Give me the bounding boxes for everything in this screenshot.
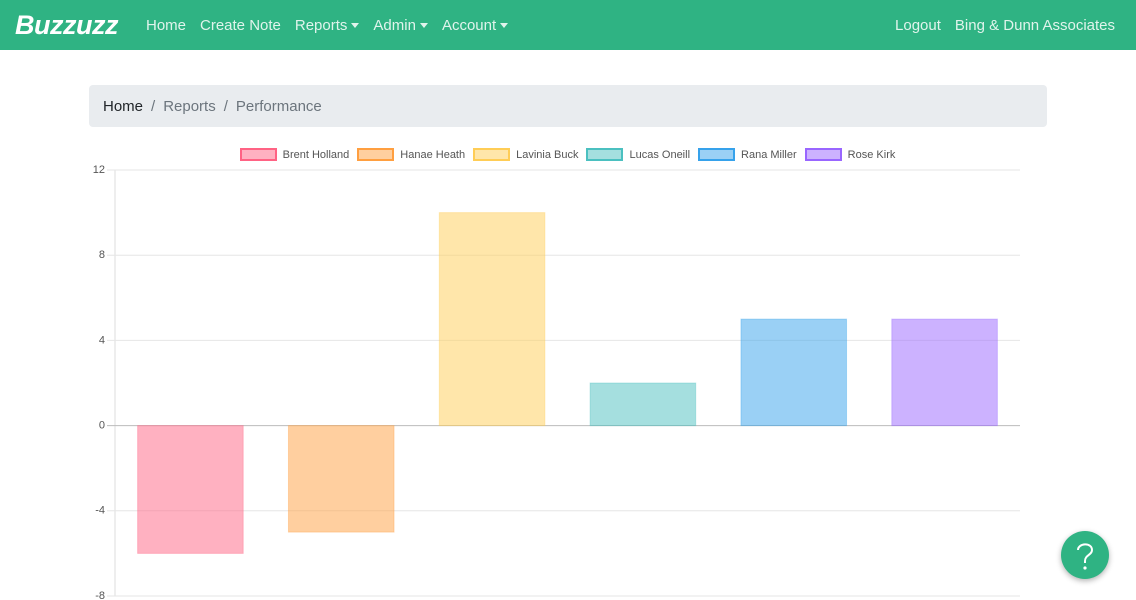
breadcrumb-item[interactable]: Home bbox=[103, 97, 144, 115]
nav-link-label: Reports bbox=[294, 16, 348, 34]
nav-link-label: Home bbox=[145, 16, 186, 34]
dropdown-caret bbox=[351, 22, 360, 28]
help-button[interactable] bbox=[1061, 531, 1109, 579]
legend-label: Rose Kirk bbox=[847, 148, 896, 161]
nav-link-label: Admin bbox=[373, 16, 416, 34]
nav-link-label: Account bbox=[441, 16, 497, 34]
legend-swatch bbox=[239, 148, 277, 161]
breadcrumb-item[interactable]: Reports bbox=[163, 97, 216, 115]
legend-item[interactable]: Hanae Heath bbox=[357, 148, 465, 161]
legend-swatch bbox=[357, 148, 395, 161]
y-tick-label: -4 bbox=[95, 505, 105, 517]
nav-link[interactable]: Logout bbox=[895, 16, 941, 34]
legend-label: Rana Miller bbox=[741, 148, 797, 161]
nav-link[interactable]: Reports bbox=[295, 17, 360, 34]
y-tick-label: 4 bbox=[99, 334, 105, 346]
legend: Brent Holland Hanae Heath Lavinia Buck Luca… bbox=[115, 148, 1020, 161]
y-tick-label: 0 bbox=[99, 420, 105, 432]
nav-links: Home Create Note Reports Admin Account bbox=[146, 17, 522, 34]
legend-item[interactable]: Rana Miller bbox=[698, 148, 797, 161]
nav-link[interactable]: Create Note bbox=[200, 17, 281, 34]
legend-swatch bbox=[586, 148, 624, 161]
legend-label: Hanae Heath bbox=[400, 148, 466, 161]
breadcrumb-item: Performance bbox=[235, 97, 322, 115]
bar bbox=[137, 425, 244, 554]
legend-swatch bbox=[473, 148, 511, 161]
nav-link[interactable]: Account bbox=[441, 16, 509, 34]
bar bbox=[287, 425, 395, 533]
help-icon bbox=[1077, 543, 1094, 570]
legend-swatch bbox=[804, 148, 842, 161]
bar bbox=[740, 318, 848, 427]
legend-label: Lavinia Buck bbox=[516, 148, 579, 161]
bar bbox=[589, 382, 697, 427]
y-tick-label: -8 bbox=[95, 590, 105, 600]
legend-label: Lucas Oneill bbox=[629, 148, 691, 161]
y-tick-label: 12 bbox=[93, 164, 105, 176]
legend-swatch bbox=[698, 148, 736, 161]
dropdown-caret bbox=[419, 22, 428, 28]
nav-link[interactable]: Bing & Dunn Associates bbox=[954, 16, 1115, 34]
breadcrumb: Home / Reports / Performance bbox=[89, 85, 1047, 127]
bar bbox=[438, 212, 546, 427]
breadcrumb-separator: / bbox=[223, 97, 228, 115]
brand[interactable]: Buzzuzz bbox=[15, 9, 118, 40]
nav-link[interactable]: Admin bbox=[373, 17, 428, 34]
nav-link-label: Create Note bbox=[200, 16, 281, 34]
legend-item[interactable]: Lavinia Buck bbox=[473, 148, 578, 161]
breadcrumb-separator: / bbox=[151, 97, 156, 115]
legend-item[interactable]: Lucas Oneill bbox=[586, 148, 690, 161]
bar bbox=[891, 318, 998, 427]
navbar: Buzzuzz Home Create Note Reports Admin Accou… bbox=[0, 0, 1136, 50]
dropdown-caret bbox=[500, 22, 509, 28]
nav-link[interactable]: Home bbox=[146, 17, 186, 34]
nav-right-links: Logout Bing & Dunn Associates bbox=[895, 17, 1115, 34]
y-tick-label: 8 bbox=[99, 249, 105, 261]
legend-item[interactable]: Brent Holland bbox=[239, 148, 350, 161]
legend-item[interactable]: Rose Kirk bbox=[804, 148, 896, 161]
legend-label: Brent Holland bbox=[282, 148, 350, 161]
